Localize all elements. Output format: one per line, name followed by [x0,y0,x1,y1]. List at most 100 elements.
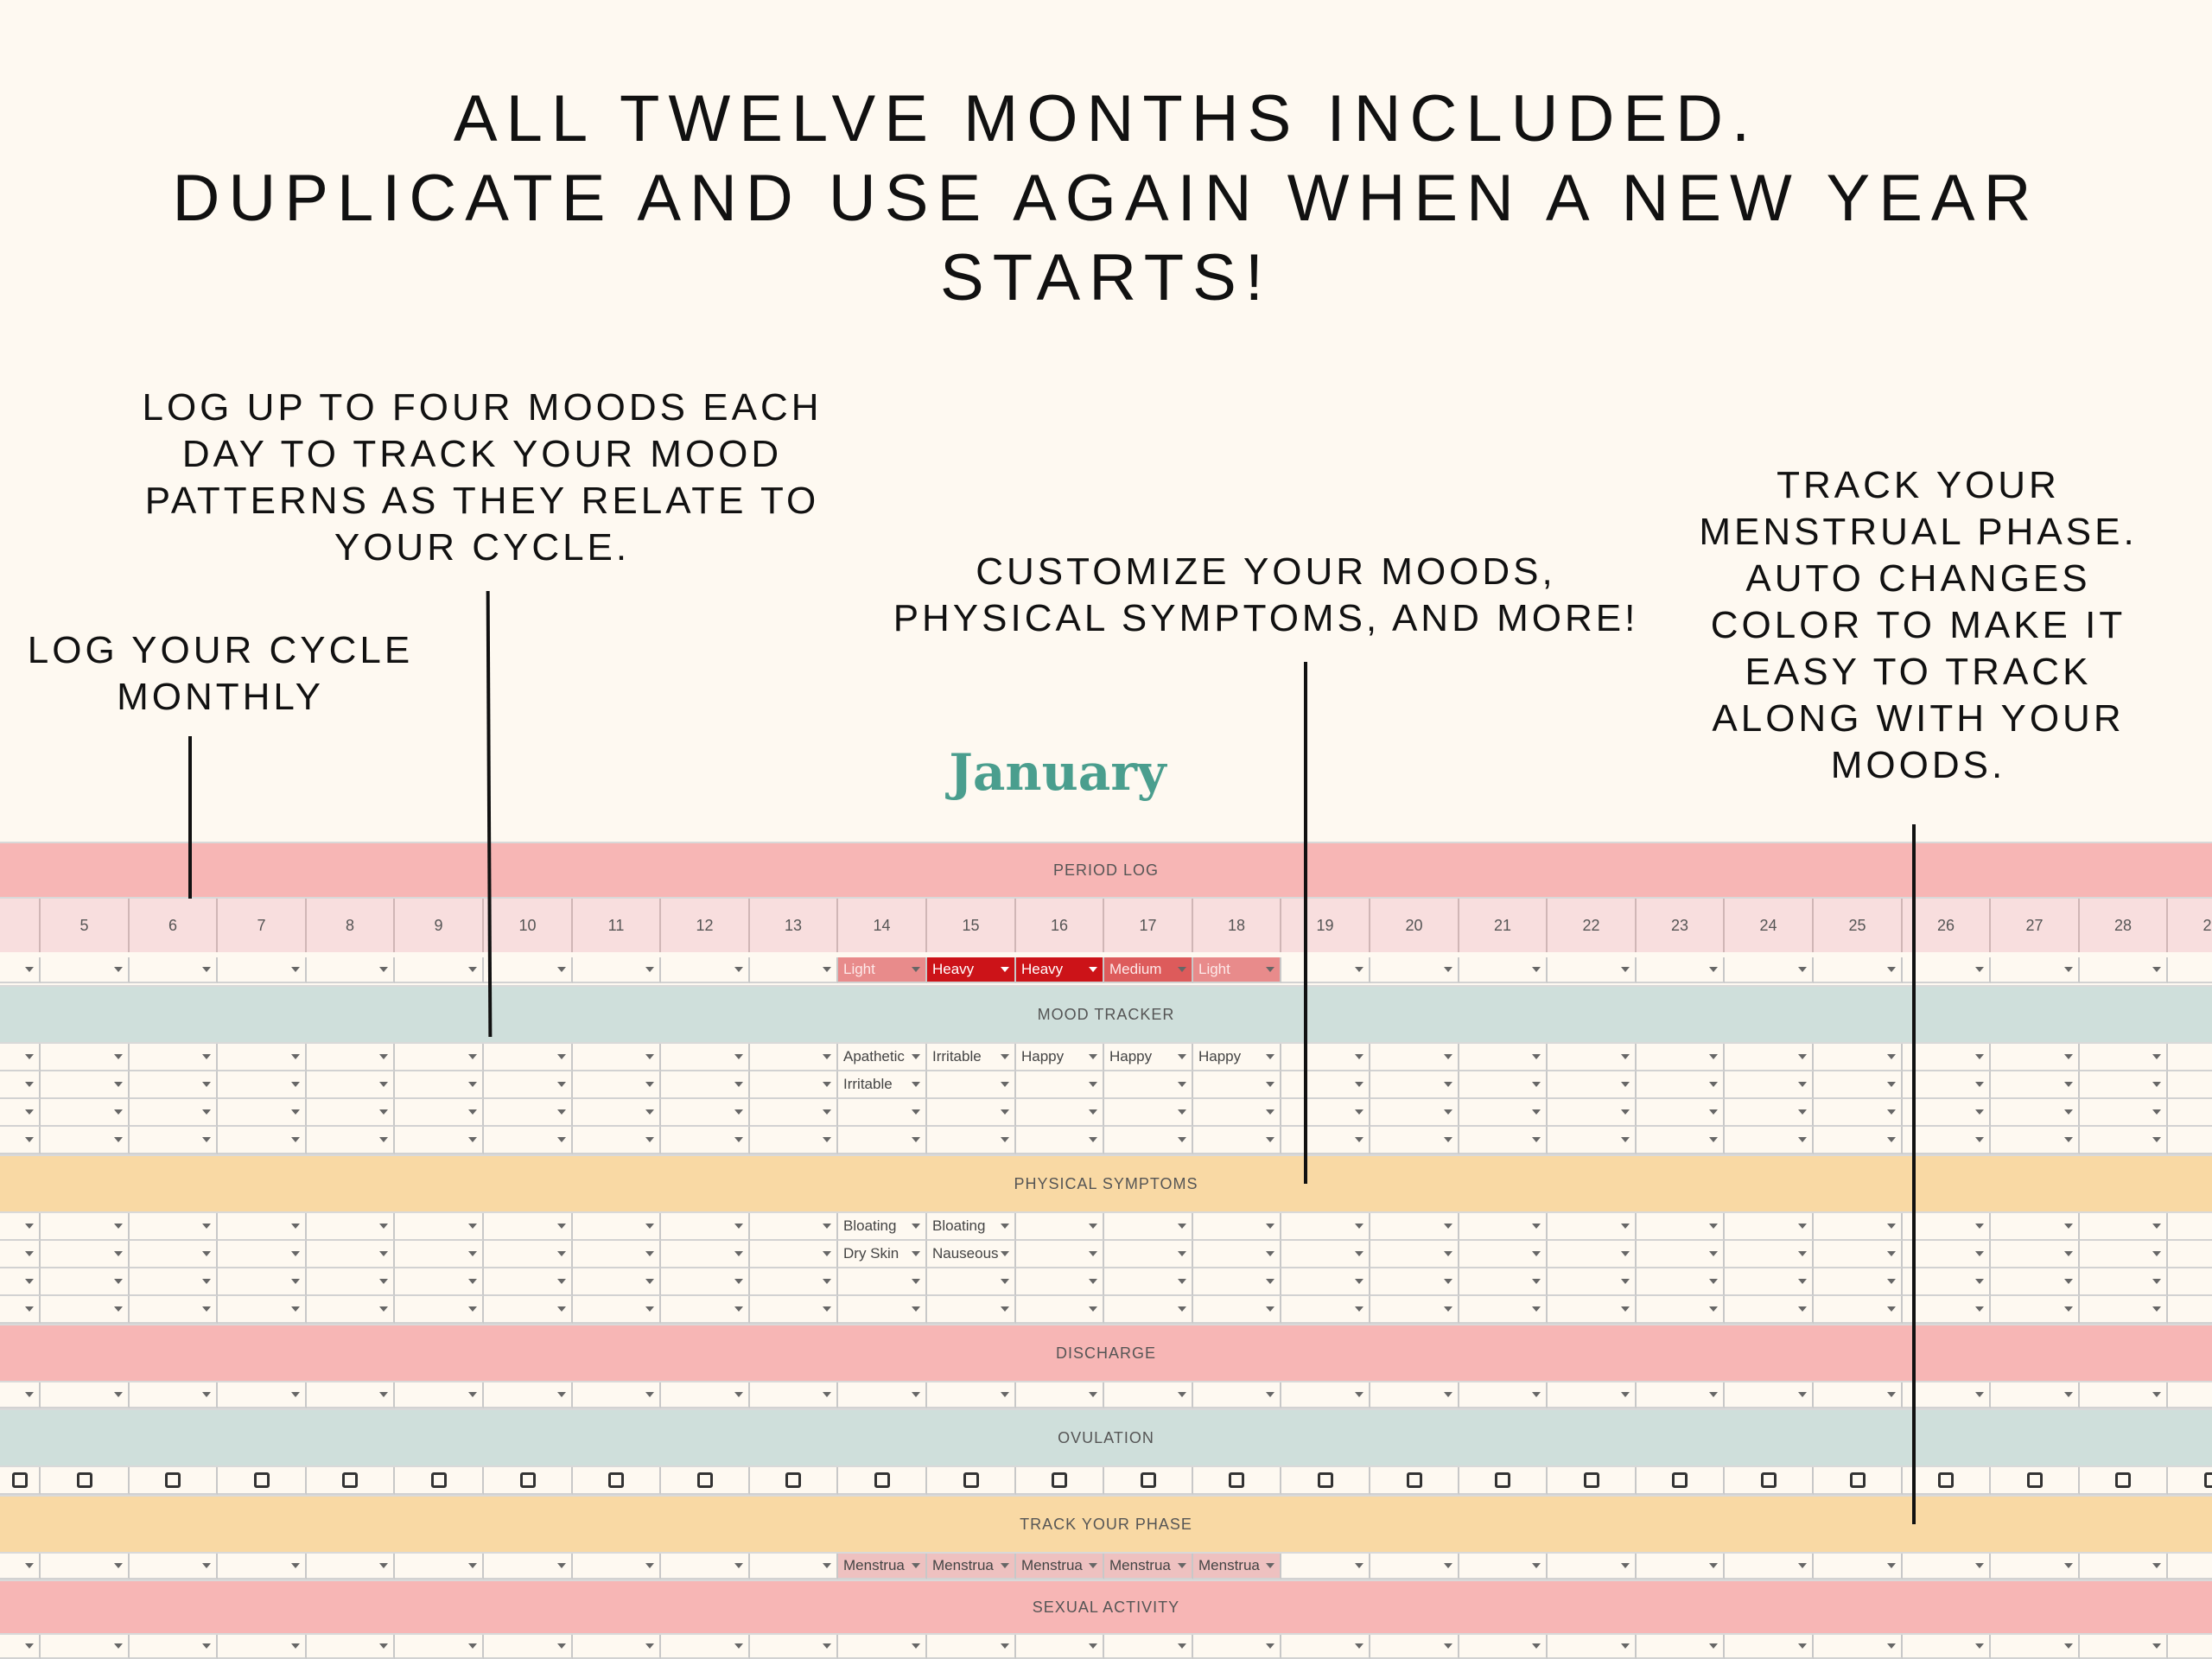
dropdown-cell[interactable] [1991,1071,2080,1099]
dropdown-arrow-icon[interactable] [734,1392,743,1397]
dropdown-cell[interactable] [1637,1241,1725,1268]
dropdown-arrow-icon[interactable] [2152,1563,2161,1568]
dropdown-arrow-icon[interactable] [114,1306,123,1312]
dropdown-cell[interactable] [395,1241,484,1268]
dropdown-cell[interactable] [838,1127,927,1154]
dropdown-arrow-icon[interactable] [2152,1137,2161,1142]
dropdown-cell[interactable] [838,1296,927,1324]
dropdown-cell[interactable] [484,1635,573,1659]
dropdown-arrow-icon[interactable] [1001,1137,1009,1142]
dropdown-arrow-icon[interactable] [1709,1054,1718,1059]
dropdown-cell[interactable] [1637,1099,1725,1127]
dropdown-arrow-icon[interactable] [1444,967,1452,972]
dropdown-cell[interactable] [1281,1127,1370,1154]
dropdown-arrow-icon[interactable] [25,1643,34,1649]
ovulation-checkbox-cell[interactable] [1104,1467,1193,1495]
dropdown-arrow-icon[interactable] [1089,1137,1097,1142]
dropdown-cell[interactable] [1991,1635,2080,1659]
dropdown-arrow-icon[interactable] [1975,1137,1984,1142]
dropdown-cell[interactable] [2080,1044,2168,1071]
dropdown-cell[interactable] [130,1296,218,1324]
dropdown-cell[interactable]: Dry Skin [838,1241,927,1268]
dropdown-cell[interactable] [661,1554,750,1580]
dropdown-arrow-icon[interactable] [2064,1279,2073,1284]
ovulation-checkbox-cell[interactable] [1370,1467,1459,1495]
dropdown-cell[interactable] [2080,1213,2168,1241]
dropdown-arrow-icon[interactable] [645,1279,654,1284]
dropdown-arrow-icon[interactable] [912,1643,920,1649]
dropdown-arrow-icon[interactable] [1887,1251,1896,1256]
dropdown-arrow-icon[interactable] [1975,967,1984,972]
dropdown-cell[interactable] [218,1213,307,1241]
dropdown-cell[interactable] [1370,1044,1459,1071]
dropdown-arrow-icon[interactable] [1178,1251,1186,1256]
dropdown-cell[interactable] [1814,1213,1903,1241]
dropdown-cell[interactable] [927,1296,1016,1324]
dropdown-arrow-icon[interactable] [1975,1224,1984,1229]
dropdown-cell[interactable] [1814,1099,1903,1127]
dropdown-arrow-icon[interactable] [734,1643,743,1649]
dropdown-cell[interactable] [1991,957,2080,983]
dropdown-cell[interactable] [1637,957,1725,983]
dropdown-arrow-icon[interactable] [2064,1563,2073,1568]
dropdown-cell[interactable] [1903,1382,1991,1408]
dropdown-cell[interactable] [1814,1071,1903,1099]
dropdown-cell[interactable] [661,1268,750,1296]
dropdown-arrow-icon[interactable] [25,1224,34,1229]
dropdown-arrow-icon[interactable] [1709,1109,1718,1115]
dropdown-arrow-icon[interactable] [25,1082,34,1087]
dropdown-arrow-icon[interactable] [1887,1563,1896,1568]
dropdown-cell[interactable] [41,1127,130,1154]
ovulation-checkbox-cell[interactable] [1281,1467,1370,1495]
dropdown-cell[interactable] [1725,1268,1814,1296]
dropdown-cell[interactable] [1903,1268,1991,1296]
dropdown-cell[interactable] [1459,1554,1548,1580]
dropdown-cell[interactable] [750,1213,838,1241]
dropdown-cell[interactable] [1016,1296,1104,1324]
dropdown-arrow-icon[interactable] [291,1306,300,1312]
dropdown-arrow-icon[interactable] [114,1392,123,1397]
dropdown-arrow-icon[interactable] [468,1137,477,1142]
dropdown-arrow-icon[interactable] [2064,1392,2073,1397]
dropdown-arrow-icon[interactable] [1266,1306,1274,1312]
dropdown-cell[interactable] [130,1635,218,1659]
dropdown-arrow-icon[interactable] [1975,1392,1984,1397]
dropdown-arrow-icon[interactable] [1798,967,1807,972]
dropdown-arrow-icon[interactable] [1798,1224,1807,1229]
dropdown-cell[interactable] [1725,1044,1814,1071]
dropdown-arrow-icon[interactable] [114,1082,123,1087]
dropdown-cell[interactable] [1814,957,1903,983]
dropdown-arrow-icon[interactable] [1709,1392,1718,1397]
dropdown-arrow-icon[interactable] [1266,1643,1274,1649]
dropdown-arrow-icon[interactable] [823,1137,831,1142]
dropdown-arrow-icon[interactable] [1621,1251,1630,1256]
dropdown-cell[interactable] [1725,1296,1814,1324]
dropdown-arrow-icon[interactable] [1089,1251,1097,1256]
dropdown-arrow-icon[interactable] [1089,1082,1097,1087]
dropdown-arrow-icon[interactable] [114,1279,123,1284]
dropdown-arrow-icon[interactable] [25,1109,34,1115]
dropdown-arrow-icon[interactable] [25,1563,34,1568]
dropdown-arrow-icon[interactable] [912,1109,920,1115]
dropdown-arrow-icon[interactable] [468,1109,477,1115]
dropdown-cell[interactable] [1548,1554,1637,1580]
dropdown-cell[interactable] [661,1127,750,1154]
dropdown-arrow-icon[interactable] [557,1563,566,1568]
dropdown-cell[interactable] [0,957,41,983]
dropdown-cell[interactable] [1725,1071,1814,1099]
ovulation-checkbox-cell[interactable] [927,1467,1016,1495]
dropdown-arrow-icon[interactable] [202,967,211,972]
ovulation-checkbox-cell[interactable] [0,1467,41,1495]
ovulation-checkbox-cell[interactable] [1991,1467,2080,1495]
dropdown-arrow-icon[interactable] [1621,1392,1630,1397]
dropdown-cell[interactable] [661,1071,750,1099]
dropdown-cell[interactable] [1370,957,1459,983]
dropdown-arrow-icon[interactable] [1887,1224,1896,1229]
dropdown-cell[interactable] [1725,1099,1814,1127]
dropdown-cell[interactable] [2080,1099,2168,1127]
dropdown-cell[interactable] [41,1296,130,1324]
dropdown-cell[interactable] [1370,1296,1459,1324]
dropdown-arrow-icon[interactable] [2064,1643,2073,1649]
dropdown-arrow-icon[interactable] [1975,1643,1984,1649]
dropdown-cell[interactable] [1725,1241,1814,1268]
